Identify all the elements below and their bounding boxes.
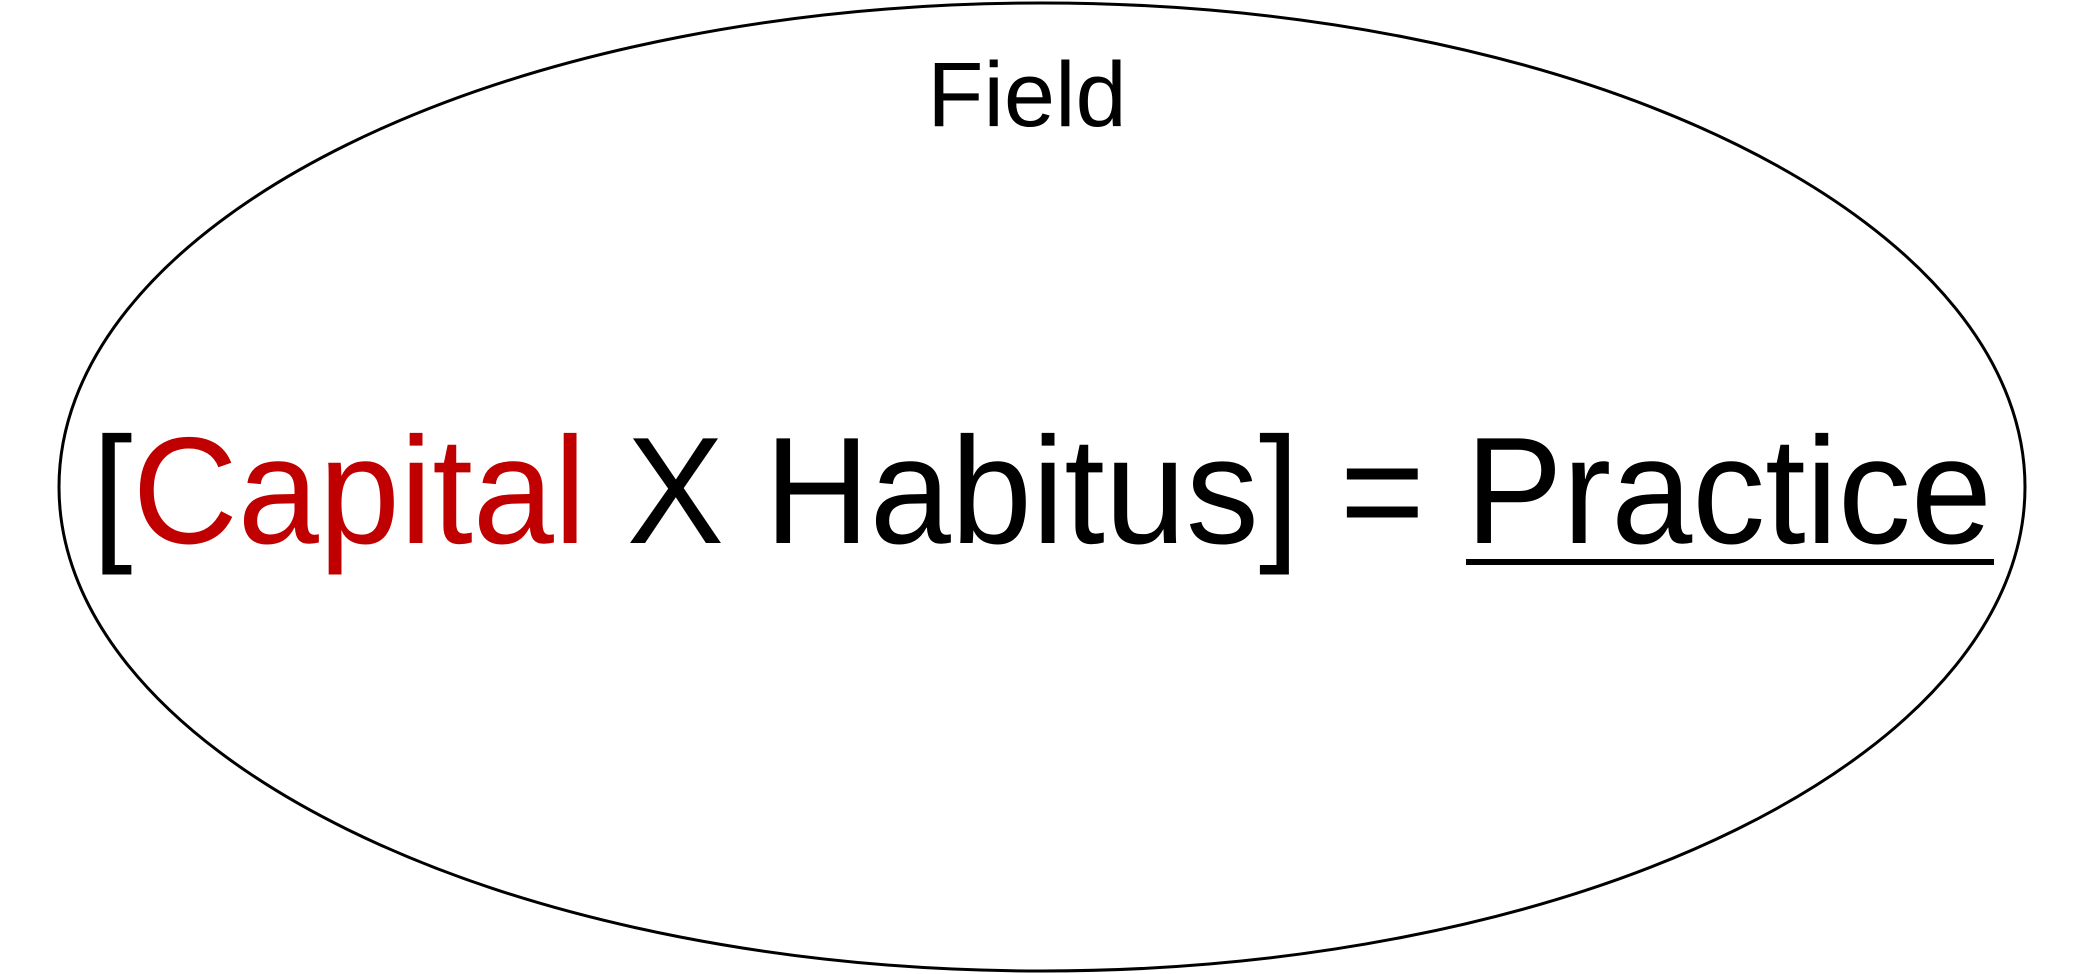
field-ellipse — [57, 1, 2027, 973]
habitus-term: Habitus — [765, 406, 1259, 576]
equals-operator: = — [1299, 406, 1465, 576]
close-bracket: ] — [1259, 406, 1300, 576]
open-bracket: [ — [92, 406, 133, 576]
field-label: Field — [927, 44, 1126, 146]
practice-term: Practice — [1465, 406, 1992, 576]
formula: [Capital X Habitus] = Practice — [92, 406, 1992, 576]
times-operator: X — [586, 406, 764, 576]
capital-term: Capital — [133, 406, 587, 576]
